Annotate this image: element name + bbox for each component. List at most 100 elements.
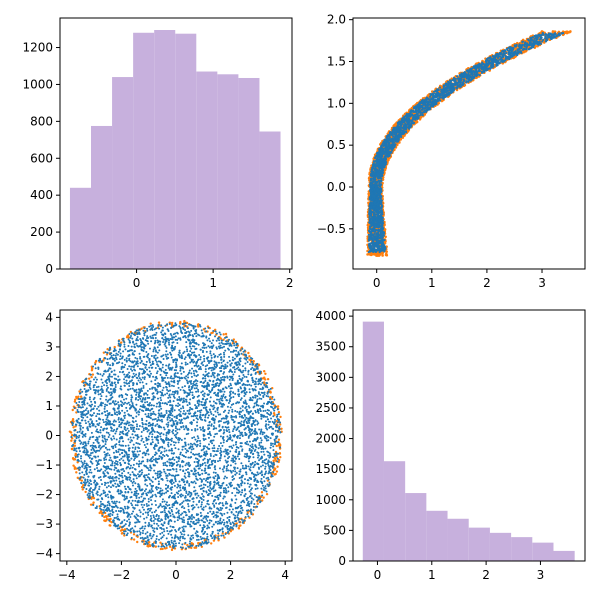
- data-point: [380, 159, 383, 162]
- edge-point: [386, 157, 390, 161]
- data-point: [485, 68, 488, 71]
- data-point: [427, 97, 430, 100]
- data-point: [504, 57, 508, 60]
- data-point: [373, 165, 376, 168]
- histogram-bar: [154, 29, 176, 269]
- data-point: [373, 237, 376, 240]
- edge-point: [394, 122, 398, 126]
- data-point: [380, 179, 383, 182]
- data-point: [406, 121, 409, 124]
- data-point: [368, 216, 371, 220]
- data-point: [390, 137, 394, 141]
- data-point: [416, 117, 419, 120]
- data-point: [441, 88, 444, 91]
- data-point: [525, 48, 528, 51]
- data-point: [407, 127, 411, 130]
- edge-point: [381, 252, 384, 255]
- histogram-bar: [175, 33, 197, 269]
- data-point: [369, 228, 372, 231]
- data-point: [376, 225, 379, 228]
- data-point: [374, 210, 377, 213]
- data-point: [378, 234, 381, 237]
- data-point: [402, 126, 405, 130]
- data-point: [492, 63, 495, 66]
- y-tick-label: 0: [45, 262, 53, 276]
- data-point: [527, 48, 530, 51]
- data-point: [381, 213, 384, 216]
- data-point: [370, 230, 373, 233]
- data-point: [419, 101, 422, 104]
- data-point: [473, 73, 476, 76]
- data-point: [531, 43, 534, 46]
- data-point: [377, 236, 380, 240]
- histogram-bar: [91, 125, 113, 269]
- data-point: [372, 235, 375, 238]
- data-point: [518, 48, 521, 51]
- data-point: [368, 221, 371, 224]
- data-point: [370, 215, 374, 218]
- data-point: [502, 59, 505, 62]
- data-point: [377, 245, 380, 248]
- edge-point: [370, 253, 374, 256]
- data-point: [374, 174, 377, 178]
- data-point: [375, 233, 378, 236]
- data-point: [383, 155, 386, 158]
- data-point: [550, 37, 553, 41]
- data-point: [382, 147, 386, 150]
- data-point: [367, 238, 371, 241]
- data-point: [441, 93, 444, 96]
- data-point: [391, 133, 394, 137]
- data-point: [553, 36, 556, 39]
- data-point: [534, 41, 537, 45]
- data-point: [372, 160, 376, 163]
- data-point: [401, 118, 404, 121]
- x-tick-label: 2: [286, 276, 294, 290]
- data-point: [425, 97, 428, 100]
- data-point: [421, 114, 424, 117]
- data-point: [517, 50, 520, 53]
- data-point: [434, 96, 437, 99]
- data-point: [413, 114, 416, 117]
- y-tick-label: 1200: [22, 41, 53, 55]
- data-point: [421, 98, 424, 101]
- y-tick-label: 400: [30, 188, 53, 202]
- histogram-bar: [112, 77, 134, 269]
- data-point: [379, 247, 383, 250]
- data-point: [525, 45, 528, 48]
- edge-point: [383, 223, 386, 227]
- data-point: [456, 75, 459, 78]
- data-point: [392, 135, 395, 138]
- x-tick-label: 0: [133, 276, 141, 290]
- data-point: [514, 44, 518, 47]
- data-point: [520, 44, 523, 47]
- edge-point: [395, 143, 399, 147]
- data-point: [373, 230, 377, 233]
- data-point: [375, 219, 378, 222]
- data-point: [420, 108, 423, 111]
- data-point: [383, 247, 386, 250]
- data-point: [383, 151, 386, 154]
- edge-point: [366, 253, 369, 256]
- data-point: [412, 110, 415, 113]
- edge-point: [568, 30, 571, 34]
- data-point: [442, 85, 446, 88]
- edge-point: [430, 90, 434, 93]
- data-point: [378, 219, 381, 223]
- data-point: [421, 105, 424, 108]
- data-point: [429, 99, 432, 102]
- data-point: [371, 166, 374, 169]
- data-point: [544, 35, 547, 38]
- data-point: [388, 141, 391, 144]
- data-point: [526, 38, 530, 41]
- data-point: [498, 55, 501, 58]
- data-point: [443, 91, 446, 94]
- data-point: [379, 200, 382, 204]
- data-point: [452, 84, 455, 87]
- data-point: [427, 103, 430, 106]
- data-point: [369, 179, 372, 182]
- data-point: [521, 40, 524, 43]
- data-point: [406, 118, 409, 121]
- data-point: [497, 61, 500, 64]
- data-point: [370, 220, 374, 223]
